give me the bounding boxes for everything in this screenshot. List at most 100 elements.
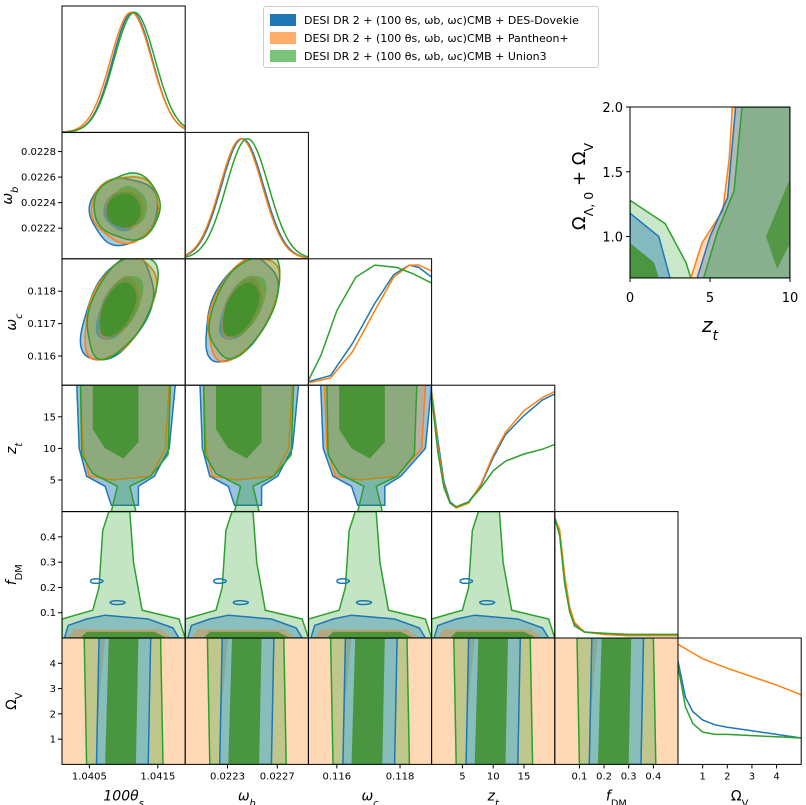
contour-panel-3-1 bbox=[199, 385, 300, 512]
panel-frame bbox=[184, 131, 309, 260]
y-axis-label: zt bbox=[4, 442, 25, 455]
inset-x-axis-label: zt bbox=[701, 313, 719, 344]
contour-region bbox=[641, 638, 678, 765]
marginal-line-orange bbox=[554, 517, 678, 637]
inset-region bbox=[630, 243, 659, 278]
y-tick-label: 0.116 bbox=[27, 352, 56, 363]
x-axis-label: fDM bbox=[606, 788, 627, 805]
contour-region bbox=[62, 638, 106, 765]
contour-region bbox=[228, 638, 262, 765]
contour-region bbox=[450, 631, 537, 638]
legend-label: DESI DR 2 + (100 θs, ωb, ωc)CMB + Panthe… bbox=[304, 31, 569, 45]
legend-label: DESI DR 2 + (100 θs, ωb, ωc)CMB + Union3 bbox=[304, 49, 547, 63]
contour-region bbox=[474, 638, 508, 765]
contour-region bbox=[92, 385, 139, 459]
x-axis-label: ΩV bbox=[731, 788, 749, 805]
x-tick-label: 3 bbox=[749, 771, 755, 782]
marginal-line-green bbox=[185, 138, 309, 258]
inset-panel bbox=[630, 107, 790, 278]
contour-island bbox=[336, 578, 351, 585]
contour-island bbox=[355, 599, 373, 606]
y-tick-label: 2 bbox=[50, 709, 56, 720]
contour-region bbox=[62, 511, 186, 639]
contour-panel-5-1 bbox=[185, 638, 309, 765]
y-tick-label: 0.0228 bbox=[21, 147, 56, 158]
contour-region bbox=[431, 638, 475, 765]
marginal-line-blue bbox=[431, 391, 555, 508]
contour-island bbox=[213, 578, 227, 585]
x-tick-label: 0.1 bbox=[571, 771, 587, 782]
y-tick-label: 0.0224 bbox=[21, 198, 56, 209]
x-tick-label: 5 bbox=[459, 771, 465, 782]
y-tick-label: 10 bbox=[43, 444, 56, 455]
y-tick-label: 0.118 bbox=[27, 287, 56, 298]
contour-panel-1-0 bbox=[88, 172, 161, 247]
marginal-panel-5 bbox=[678, 643, 802, 739]
x-axis-label: ωc bbox=[361, 788, 379, 805]
legend: DESI DR 2 + (100 θs, ωb, ωc)CMB + DES-Do… bbox=[263, 6, 599, 68]
marginal-line-green bbox=[678, 665, 802, 739]
y-tick-label: 1 bbox=[50, 735, 56, 746]
contour-region bbox=[431, 511, 555, 639]
marginal-panel-0 bbox=[62, 11, 186, 133]
contour-region bbox=[148, 638, 186, 765]
y-axis-label: ωb bbox=[0, 187, 21, 205]
contour-panel-4-0 bbox=[62, 511, 186, 639]
x-axis-label: zt bbox=[487, 788, 500, 805]
inset-y-tick-label: 1.5 bbox=[602, 166, 623, 181]
panel-frame bbox=[677, 637, 802, 765]
contour-region bbox=[339, 385, 385, 459]
contour-panel-5-2 bbox=[308, 638, 432, 765]
legend-item-union3: DESI DR 2 + (100 θs, ωb, ωc)CMB + Union3 bbox=[270, 48, 547, 64]
y-tick-label: 0.4 bbox=[40, 532, 56, 543]
inset-x-tick-label: 0 bbox=[626, 291, 634, 306]
y-tick-label: 0.1 bbox=[40, 608, 56, 619]
y-tick-label: 5 bbox=[50, 476, 56, 487]
inset-y-tick-label: 2.0 bbox=[602, 101, 623, 116]
contour-panel-3-0 bbox=[76, 385, 177, 512]
inset-y-axis-label: ΩΛ, 0 + ΩV bbox=[569, 142, 596, 230]
marginal-line-blue bbox=[308, 264, 432, 383]
contour-panel-5-0 bbox=[62, 638, 186, 765]
contour-panel-5-3 bbox=[431, 638, 555, 765]
x-tick-label: 0.0227 bbox=[260, 771, 295, 782]
contour-region bbox=[80, 631, 167, 638]
legend-swatch-orange bbox=[270, 32, 296, 44]
marginal-line-green bbox=[308, 264, 432, 381]
y-tick-label: 15 bbox=[43, 412, 56, 423]
x-tick-label: 0.4 bbox=[645, 771, 661, 782]
x-tick-label: 4 bbox=[773, 771, 779, 782]
contour-panel-4-3 bbox=[431, 511, 555, 639]
legend-item-dovekie: DESI DR 2 + (100 θs, ωb, ωc)CMB + DES-Do… bbox=[270, 12, 579, 28]
contour-region bbox=[271, 638, 309, 765]
contour-panel-4-2 bbox=[308, 511, 432, 639]
y-tick-label: 0.117 bbox=[27, 319, 56, 330]
panel-frame bbox=[307, 258, 433, 386]
x-axis-label: 100θs bbox=[103, 788, 143, 805]
inset-y-tick-label: 1.0 bbox=[602, 231, 623, 246]
x-tick-label: 0.118 bbox=[386, 771, 415, 782]
y-axis-label: fDM bbox=[4, 564, 25, 585]
x-axis-label: ωb bbox=[238, 788, 256, 805]
y-tick-label: 0.0226 bbox=[21, 173, 56, 184]
inset-region bbox=[690, 107, 790, 278]
contour-panel-2-0 bbox=[79, 258, 159, 361]
contour-region bbox=[597, 638, 632, 765]
y-tick-label: 0.3 bbox=[40, 558, 56, 569]
contour-region bbox=[308, 638, 352, 765]
contour-region bbox=[308, 511, 432, 639]
marginal-panel-3 bbox=[431, 390, 555, 509]
x-tick-label: 10 bbox=[487, 771, 500, 782]
inset-region bbox=[766, 178, 790, 269]
legend-swatch-green bbox=[270, 50, 296, 62]
contour-region bbox=[394, 638, 432, 765]
x-tick-label: 15 bbox=[518, 771, 531, 782]
contour-island bbox=[89, 578, 104, 585]
x-tick-label: 1 bbox=[699, 771, 705, 782]
x-tick-label: 0.2 bbox=[596, 771, 612, 782]
contour-panel-4-1 bbox=[185, 511, 309, 639]
contour-region bbox=[517, 638, 555, 765]
contour-region bbox=[326, 631, 414, 638]
inset-x-tick-label: 10 bbox=[782, 291, 799, 306]
